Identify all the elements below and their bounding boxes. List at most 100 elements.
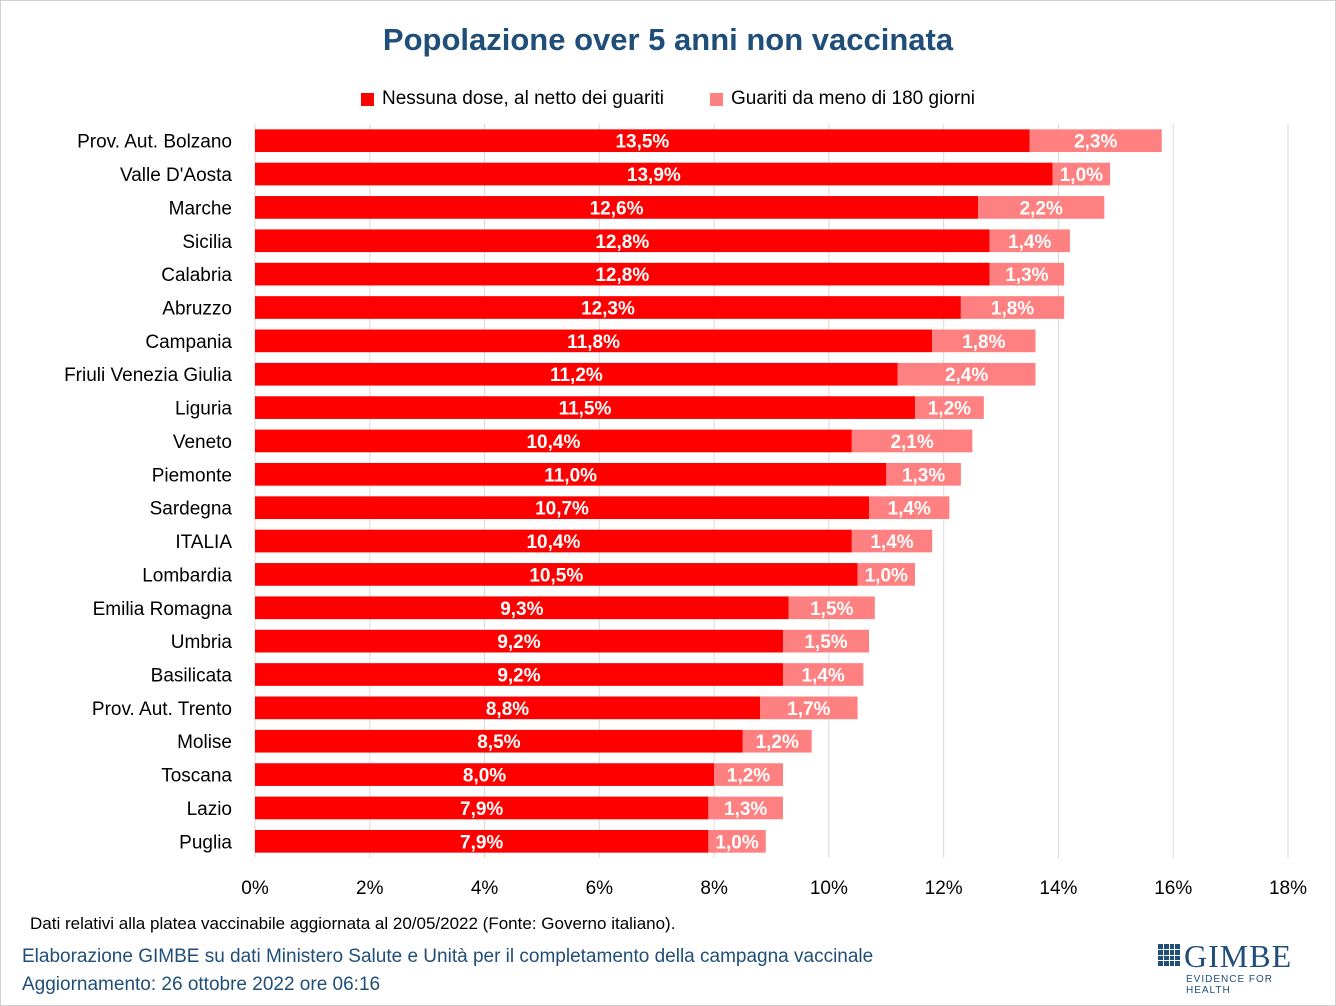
data-label: 13,5% [615,132,669,153]
category-label: Abruzzo [162,299,232,320]
data-label: 9,2% [497,666,540,687]
data-label: 1,2% [727,766,770,787]
legend-swatch-recovered [710,92,724,106]
data-label: 1,4% [888,499,931,520]
legend-label-recovered: Guariti da meno di 180 giorni [731,88,975,109]
bar-recovered [742,729,812,753]
bar-no-dose [255,496,870,520]
bar-recovered [914,396,984,419]
bar-no-dose [255,663,783,686]
bar-no-dose [255,796,709,820]
category-label: Toscana [161,766,232,787]
data-label: 2,4% [945,365,988,386]
data-label: 1,4% [870,532,913,553]
data-label: 1,5% [810,599,853,620]
category-label: Veneto [173,432,232,453]
bar-recovered [869,496,950,520]
category-label: Lombardia [142,565,232,586]
data-label: 1,3% [724,799,767,820]
category-label: Umbria [171,632,233,653]
chart-title: Popolazione over 5 anni non vaccinata [382,22,954,57]
bar-no-dose [255,529,852,553]
data-label: 1,4% [1008,232,1051,253]
data-label: 7,9% [460,799,503,820]
bar-no-dose [255,563,858,586]
bar-no-dose [255,462,887,486]
data-label: 1,2% [756,732,799,753]
bar-recovered [989,229,1070,253]
bar-recovered [782,629,870,653]
bar-no-dose [255,162,1053,186]
data-label: 11,5% [559,399,612,420]
x-tick-label: 6% [586,878,614,899]
bar-no-dose [255,829,709,853]
data-label: 1,8% [991,299,1034,320]
data-label: 8,8% [486,699,529,720]
category-label: Sicilia [182,232,232,253]
category-label: Friuli Venezia Giulia [64,365,232,386]
data-label: 1,0% [1060,165,1103,186]
logo-tagline: EVIDENCE FOR HEALTH [1186,974,1274,996]
data-label: 1,2% [928,399,971,420]
x-tick-label: 12% [925,878,963,899]
legend-item-recovered: Guariti da meno di 180 giorni [710,88,975,110]
bar-recovered [851,529,933,553]
category-label: ITALIA [175,532,232,553]
x-tick-label: 4% [471,878,499,899]
data-label: 12,6% [590,198,644,219]
bar-recovered [857,563,915,586]
category-label: Prov. Aut. Bolzano [77,132,232,153]
data-label: 1,7% [787,699,830,720]
data-label: 12,3% [581,299,635,320]
data-label: 12,8% [595,232,649,253]
data-label: 8,5% [477,732,520,753]
category-label: Puglia [179,832,232,853]
bar-recovered [960,296,1065,319]
x-tick-label: 18% [1269,878,1307,899]
bar-recovered [851,429,973,453]
data-label: 2,3% [1074,132,1117,153]
bar-recovered [788,596,875,620]
x-tick-label: 2% [356,878,384,899]
bar-no-dose [255,629,783,653]
data-label: 1,4% [801,666,844,687]
footer-source: Elaborazione GIMBE su dati Ministero Sal… [22,946,874,967]
data-label: 9,2% [497,632,540,653]
category-label: Lazio [187,799,232,820]
x-tick-label: 16% [1154,878,1192,899]
data-label: 13,9% [627,165,681,186]
bar-no-dose [255,129,1030,153]
bar-no-dose [255,596,789,620]
legend: Nessuna dose, al netto dei guariti Guari… [0,88,1336,110]
logo-wordmark: GIMBE [1184,938,1293,974]
data-label: 10,4% [526,532,580,553]
bar-no-dose [255,429,852,453]
category-label: Calabria [161,265,232,286]
bar-no-dose [255,396,915,419]
legend-item-no-dose: Nessuna dose, al netto dei guariti [361,88,664,110]
bar-no-dose [255,262,990,286]
footer-update: Aggiornamento: 26 ottobre 2022 ore 06:16 [22,974,381,995]
data-label: 10,5% [529,565,583,586]
data-label: 11,2% [550,365,603,386]
x-tick-label: 0% [241,878,269,899]
category-label: Marche [169,198,232,219]
bar-no-dose [255,296,961,319]
data-label: 11,8% [567,332,620,353]
data-label: 10,7% [535,499,589,520]
data-note: Dati relativi alla platea vaccinabile ag… [30,914,676,933]
category-label: Emilia Romagna [93,599,233,620]
bar-recovered [708,796,783,820]
data-label: 2,2% [1020,198,1063,219]
category-label: Piemonte [152,465,232,486]
bar-recovered [782,663,864,686]
gimbe-logo: GIMBE EVIDENCE FOR HEALTH [1158,938,1308,996]
data-label: 1,5% [804,632,847,653]
data-label: 1,3% [902,465,945,486]
x-tick-label: 8% [700,878,728,899]
bar-no-dose [255,729,743,753]
bar-recovered [708,829,766,853]
bar-no-dose [255,196,979,219]
bar-recovered [932,329,1036,353]
logo-grid-icon [1158,944,1180,966]
